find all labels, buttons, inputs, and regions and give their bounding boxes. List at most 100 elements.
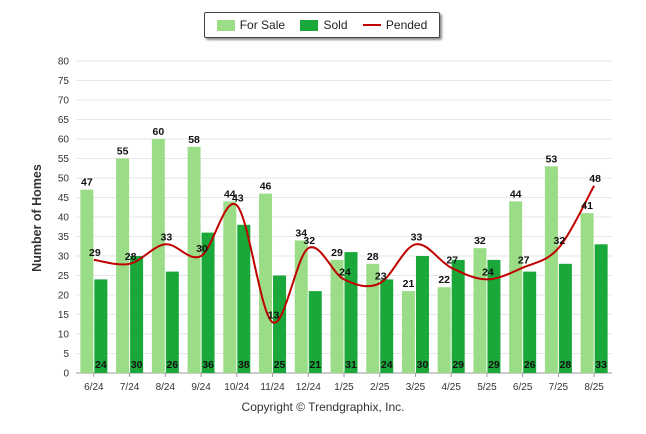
- y-tick-label: 50: [58, 174, 70, 185]
- sold-bar: [523, 271, 537, 373]
- for-sale-data-label: 44: [510, 188, 522, 200]
- bars: [80, 139, 608, 373]
- for-sale-bar: [223, 201, 237, 373]
- sold-bar: [344, 252, 358, 373]
- for-sale-bar: [187, 146, 201, 373]
- x-tick-label: 6/25: [513, 382, 533, 393]
- pended-data-label: 27: [518, 255, 530, 267]
- for-sale-bar: [294, 240, 308, 373]
- legend-item-pended[interactable]: Pended: [362, 18, 428, 32]
- y-tick-label: 10: [58, 330, 70, 341]
- pended-data-label: 23: [375, 270, 387, 282]
- sold-data-label: 29: [452, 359, 464, 371]
- x-tick-label: 7/24: [120, 382, 140, 393]
- for-sale-bar: [259, 193, 273, 373]
- for-sale-bar: [80, 189, 94, 373]
- for-sale-bar: [151, 139, 165, 373]
- legend-label-pended: Pended: [385, 18, 428, 32]
- legend-label-sold: Sold: [323, 18, 348, 32]
- for-sale-data-label: 53: [546, 153, 558, 165]
- for-sale-bar: [401, 291, 415, 373]
- y-tick-label: 30: [58, 252, 70, 263]
- sold-data-label: 33: [595, 359, 607, 371]
- x-tick-label: 8/25: [584, 382, 604, 393]
- for-sale-data-label: 32: [474, 235, 486, 247]
- for-sale-data-label: 58: [188, 134, 200, 146]
- for-sale-data-label: 60: [152, 126, 164, 138]
- sold-data-label: 31: [345, 359, 357, 371]
- x-tick-label: 8/24: [156, 382, 176, 393]
- legend-item-sold[interactable]: Sold: [300, 18, 348, 32]
- for-sale-data-label: 22: [438, 274, 450, 286]
- for-sale-bar: [330, 259, 344, 373]
- sold-data-label: 24: [95, 359, 107, 371]
- y-tick-label: 65: [58, 115, 70, 126]
- sold-bar: [487, 259, 501, 373]
- sold-bar: [451, 259, 465, 373]
- for-sale-data-label: 46: [260, 181, 272, 193]
- x-tick-label: 4/25: [441, 382, 461, 393]
- sold-bar: [94, 279, 108, 373]
- for-sale-data-label: 47: [81, 177, 93, 189]
- legend-item-for-sale[interactable]: For Sale: [216, 18, 286, 32]
- x-tick-label: 6/24: [84, 382, 104, 393]
- x-tick-label: 5/25: [477, 382, 497, 393]
- for-sale-swatch: [216, 19, 235, 31]
- for-sale-data-label: 34: [295, 227, 307, 239]
- pended-data-label: 29: [89, 247, 101, 259]
- sold-bar: [237, 224, 251, 373]
- sold-bar: [594, 244, 608, 373]
- y-axis-label: Number of Homes: [30, 164, 44, 272]
- for-sale-data-label: 41: [581, 200, 593, 212]
- sold-data-label: 38: [238, 359, 250, 371]
- x-tick-label: 3/25: [406, 382, 426, 393]
- pended-data-label: 27: [446, 255, 458, 267]
- for-sale-bar: [580, 213, 594, 373]
- sold-bar: [165, 271, 179, 373]
- x-tick-label: 11/24: [260, 382, 285, 393]
- legend-label-for-sale: For Sale: [239, 18, 286, 32]
- sold-bar: [415, 256, 429, 373]
- pended-data-label: 32: [303, 235, 315, 247]
- sold-bar: [380, 279, 394, 373]
- y-tick-label: 45: [58, 193, 70, 204]
- x-tick-label: 9/24: [191, 382, 211, 393]
- pended-data-label: 48: [589, 173, 601, 185]
- sold-bar: [201, 232, 215, 373]
- axes: 0 5 10 15 20 25 30 35 40 45 50 55 60 65 70 75 80 6/24 7/24…: [58, 57, 604, 394]
- pended-line: [93, 185, 596, 324]
- y-tick-label: 80: [58, 57, 70, 68]
- sold-data-label: 30: [417, 359, 429, 371]
- pended-data-label: 24: [482, 266, 494, 278]
- x-tick-label: 1/25: [334, 382, 354, 393]
- sold-data-label: 25: [274, 359, 286, 371]
- sold-bar: [558, 263, 572, 373]
- x-tick-label: 2/25: [370, 382, 390, 393]
- y-tick-label: 35: [58, 232, 70, 243]
- sold-data-label: 26: [166, 359, 178, 371]
- sold-bar: [308, 291, 322, 373]
- pended-data-label: 32: [554, 235, 566, 247]
- y-tick-label: 75: [58, 76, 70, 87]
- y-tick-label: 20: [58, 291, 70, 302]
- sold-data-label: 30: [131, 359, 143, 371]
- pended-data-label: 24: [339, 266, 351, 278]
- y-tick-label: 5: [63, 349, 69, 360]
- for-sale-bar: [366, 263, 380, 373]
- pended-swatch: [362, 24, 381, 26]
- for-sale-data-label: 29: [331, 247, 343, 259]
- sold-data-label: 24: [381, 359, 393, 371]
- gridlines: [76, 60, 612, 374]
- sold-data-label: 36: [202, 359, 214, 371]
- sold-data-label: 28: [560, 359, 572, 371]
- pended-data-label: 13: [268, 309, 280, 321]
- for-sale-bar: [116, 158, 130, 373]
- copyright-footer: Copyright © Trendgraphix, Inc.: [241, 400, 405, 414]
- pended-data-label: 33: [411, 231, 423, 243]
- for-sale-bar: [544, 166, 558, 373]
- sold-data-label: 29: [488, 359, 500, 371]
- y-tick-label: 25: [58, 271, 70, 282]
- y-tick-label: 55: [58, 154, 70, 165]
- pended-data-label: 30: [196, 243, 208, 255]
- for-sale-bar: [437, 287, 451, 373]
